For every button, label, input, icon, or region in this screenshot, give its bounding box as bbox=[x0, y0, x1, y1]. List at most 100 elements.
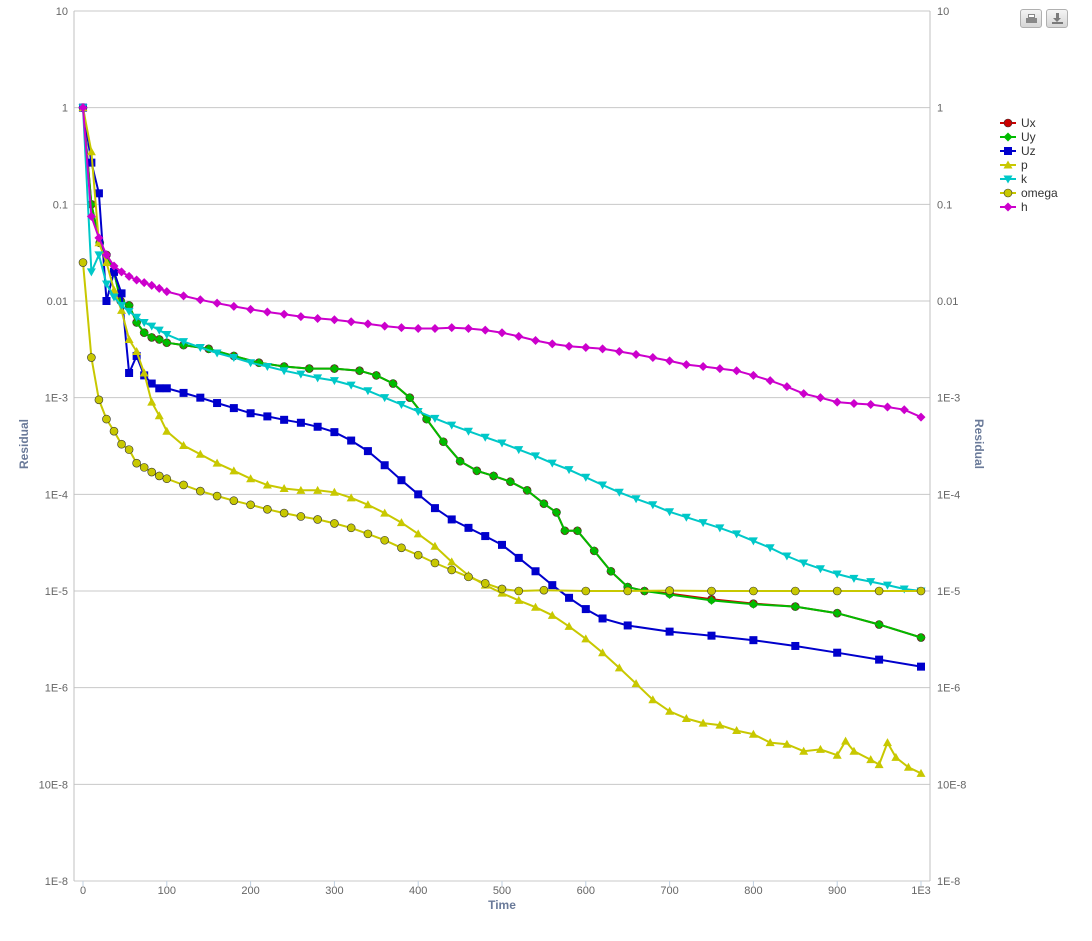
data-point-uz bbox=[707, 631, 716, 640]
data-point-omega bbox=[581, 586, 591, 596]
data-point-h bbox=[101, 250, 111, 260]
data-point-uz bbox=[246, 409, 255, 418]
series-line-uy bbox=[82, 107, 922, 639]
data-point-p bbox=[396, 518, 406, 527]
data-point-omega bbox=[665, 586, 674, 595]
data-point-omega bbox=[132, 458, 141, 468]
data-point-h bbox=[147, 280, 157, 290]
legend-label-ux: Ux bbox=[1021, 116, 1036, 130]
data-point-uz bbox=[313, 422, 322, 431]
data-point-k bbox=[463, 427, 473, 436]
data-point-p bbox=[413, 529, 423, 538]
y-tick-label: 0.1 bbox=[53, 199, 68, 211]
data-point-uy bbox=[472, 466, 482, 476]
data-point-p bbox=[531, 602, 541, 611]
data-point-h bbox=[514, 331, 524, 341]
data-point-h bbox=[132, 275, 142, 285]
data-point-uz bbox=[94, 189, 103, 198]
data-point-h bbox=[329, 315, 339, 325]
export-button[interactable] bbox=[1046, 9, 1068, 28]
data-point-p bbox=[916, 768, 926, 777]
data-point-uz bbox=[430, 504, 439, 513]
data-point-p bbox=[799, 746, 809, 755]
data-point-k bbox=[547, 459, 557, 468]
data-point-h bbox=[681, 360, 691, 370]
data-point-omega bbox=[124, 445, 134, 454]
data-point-p bbox=[648, 695, 658, 704]
data-point-uy bbox=[874, 620, 884, 630]
legend-marker-ux bbox=[1003, 118, 1013, 128]
legend-item-uz: Uz bbox=[1000, 144, 1036, 158]
data-point-omega bbox=[363, 529, 373, 539]
data-point-p bbox=[296, 485, 306, 494]
data-point-k bbox=[648, 501, 658, 510]
series-omega bbox=[78, 258, 926, 596]
data-point-h bbox=[430, 323, 440, 333]
data-point-h bbox=[363, 319, 373, 329]
y-tick-label: 10E-8 bbox=[39, 779, 68, 791]
data-point-uz bbox=[749, 636, 758, 645]
series-plot-area bbox=[78, 103, 926, 777]
data-point-k bbox=[866, 578, 876, 587]
data-point-omega bbox=[296, 512, 306, 521]
data-point-k bbox=[147, 322, 157, 331]
data-point-p bbox=[363, 500, 373, 509]
legend-label-k: k bbox=[1021, 172, 1028, 186]
printer-icon bbox=[1026, 14, 1037, 23]
y-tick-label-right: 0.01 bbox=[937, 296, 958, 308]
data-point-h bbox=[229, 301, 239, 311]
y-tick-label: 1E-4 bbox=[45, 489, 68, 501]
data-point-h bbox=[154, 283, 164, 293]
data-point-omega bbox=[707, 586, 716, 596]
data-point-omega bbox=[397, 543, 406, 553]
data-point-omega bbox=[480, 579, 490, 588]
legend-label-h: h bbox=[1021, 200, 1028, 214]
print-button[interactable] bbox=[1020, 9, 1042, 28]
data-point-omega bbox=[263, 505, 272, 514]
series-line-uz bbox=[82, 107, 922, 668]
data-point-p bbox=[832, 750, 842, 759]
x-tick-label: 200 bbox=[241, 885, 259, 897]
download-icon bbox=[1052, 13, 1063, 24]
data-point-uy bbox=[455, 456, 465, 466]
data-point-p bbox=[698, 718, 708, 727]
data-point-p bbox=[815, 744, 825, 753]
data-point-uy bbox=[707, 595, 716, 605]
data-point-k bbox=[363, 387, 373, 396]
data-point-uz bbox=[833, 648, 842, 657]
data-point-h bbox=[413, 323, 423, 333]
data-point-p bbox=[849, 746, 859, 755]
data-point-p bbox=[101, 258, 111, 267]
data-point-omega bbox=[380, 535, 389, 545]
data-point-uz bbox=[481, 532, 490, 541]
data-point-h bbox=[109, 261, 119, 271]
x-tick-label: 1E3 bbox=[911, 885, 931, 897]
data-point-k bbox=[882, 581, 892, 590]
data-point-uy bbox=[606, 566, 616, 576]
data-point-uy bbox=[572, 526, 582, 536]
data-point-omega bbox=[229, 496, 239, 505]
data-point-p bbox=[430, 541, 440, 550]
data-point-omega bbox=[749, 586, 758, 596]
data-point-h bbox=[162, 287, 172, 297]
data-point-h bbox=[124, 271, 134, 281]
y-tick-label-right: 1 bbox=[937, 103, 943, 115]
data-point-k bbox=[124, 307, 134, 316]
data-point-uz bbox=[280, 415, 289, 424]
data-point-k bbox=[531, 452, 541, 461]
data-point-p bbox=[139, 368, 149, 377]
data-point-h bbox=[463, 323, 473, 333]
y-axis-title-left: Residual bbox=[17, 419, 31, 469]
data-point-k bbox=[698, 519, 708, 528]
data-point-k bbox=[139, 318, 149, 327]
y-tick-label-right: 1E-4 bbox=[937, 489, 960, 501]
data-point-p bbox=[882, 738, 892, 747]
data-point-uy bbox=[139, 328, 149, 338]
data-point-k bbox=[313, 374, 323, 383]
data-point-omega bbox=[514, 586, 524, 596]
data-point-omega bbox=[313, 515, 322, 524]
data-point-h bbox=[698, 362, 708, 372]
legend-label-uy: Uy bbox=[1021, 130, 1036, 144]
data-point-uy bbox=[438, 437, 448, 447]
data-point-k bbox=[732, 530, 742, 539]
